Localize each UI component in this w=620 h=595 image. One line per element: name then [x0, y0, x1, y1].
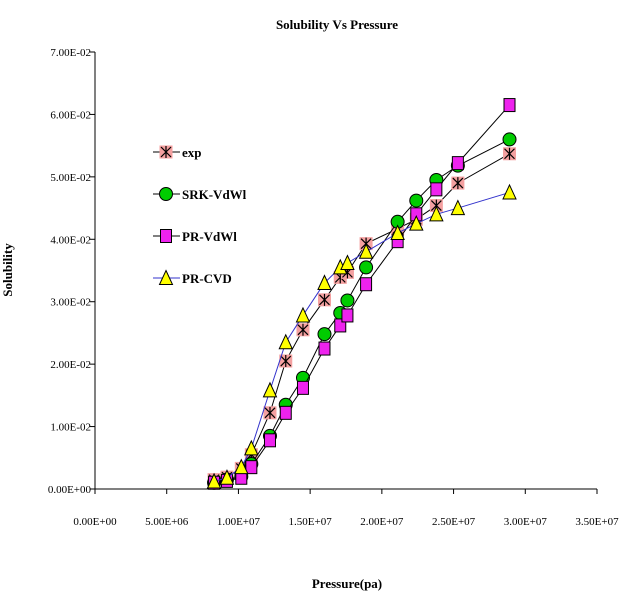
x-tick-label: 3.00E+07 [504, 516, 548, 528]
marker [451, 156, 464, 171]
x-tick-label: 2.00E+07 [360, 516, 404, 528]
x-tick-label: 5.00E+06 [145, 516, 189, 528]
marker-cross [504, 147, 515, 160]
y-tick-label: 5.00E-02 [50, 172, 91, 184]
marker-cross [264, 406, 276, 419]
legend-item: PR-VdWl [153, 229, 237, 244]
marker [360, 277, 373, 292]
marker [219, 469, 235, 485]
marker [503, 98, 516, 113]
y-tick-label: 3.00E-02 [50, 297, 91, 309]
legend-label: PR-VdWl [182, 229, 237, 244]
marker [340, 254, 355, 271]
x-tick-label: 3.50E+07 [575, 516, 619, 528]
marker [317, 274, 332, 290]
x-tick-label: 1.00E+07 [217, 516, 261, 528]
marker [279, 405, 292, 420]
marker-cross [160, 146, 172, 158]
y-tick-label: 1.00E-02 [50, 422, 91, 434]
marker [409, 193, 424, 208]
marker [295, 306, 311, 323]
marker [159, 187, 173, 201]
series-3 [206, 183, 517, 489]
y-tick-label: 6.00E-02 [50, 109, 91, 121]
marker-cross [319, 293, 330, 306]
marker [317, 327, 332, 342]
x-axis-title: Pressure(pa) [312, 576, 382, 591]
marker [340, 293, 355, 308]
marker [359, 260, 374, 275]
marker [278, 333, 294, 350]
marker [450, 199, 466, 216]
y-tick-label: 7.00E-02 [50, 47, 91, 59]
series-0 [207, 147, 517, 487]
legend-label: SRK-VdWl [182, 187, 247, 202]
series-line [213, 153, 510, 481]
marker [502, 183, 517, 200]
legend-label: PR-CVD [182, 271, 232, 286]
x-tick-label: 1.50E+07 [289, 516, 333, 528]
marker [263, 433, 276, 448]
series-line [213, 138, 510, 484]
marker [318, 341, 331, 356]
marker [502, 132, 517, 147]
chart-title: Solubility Vs Pressure [276, 17, 398, 32]
marker [334, 318, 347, 333]
marker [341, 308, 354, 323]
y-tick-label: 2.00E-02 [50, 359, 91, 371]
marker-cross [280, 355, 292, 368]
y-tick-label: 0.00E+00 [48, 484, 92, 496]
marker [358, 243, 374, 259]
marker [234, 458, 249, 475]
x-tick-label: 0.00E+00 [73, 516, 117, 528]
marker [408, 214, 424, 231]
y-axis-title: Solubility [0, 243, 15, 297]
y-tick-label: 4.00E-02 [50, 234, 91, 246]
marker-cross [297, 323, 309, 336]
marker [262, 381, 278, 398]
marker [245, 460, 258, 475]
legend-item: SRK-VdWl [153, 187, 247, 202]
marker [296, 380, 309, 395]
marker [429, 205, 444, 222]
series-1 [207, 132, 517, 490]
marker [430, 182, 443, 197]
marker-cross [452, 177, 464, 190]
legend-label: exp [182, 145, 202, 160]
x-tick-label: 2.50E+07 [432, 516, 476, 528]
legend-item: PR-CVD [153, 269, 232, 286]
marker [390, 224, 405, 241]
marker [160, 229, 172, 243]
marker [244, 439, 259, 456]
series-line [213, 191, 510, 482]
legend-item: exp [153, 145, 202, 160]
marker [206, 472, 222, 489]
series-2 [208, 98, 516, 490]
marker [158, 269, 174, 285]
